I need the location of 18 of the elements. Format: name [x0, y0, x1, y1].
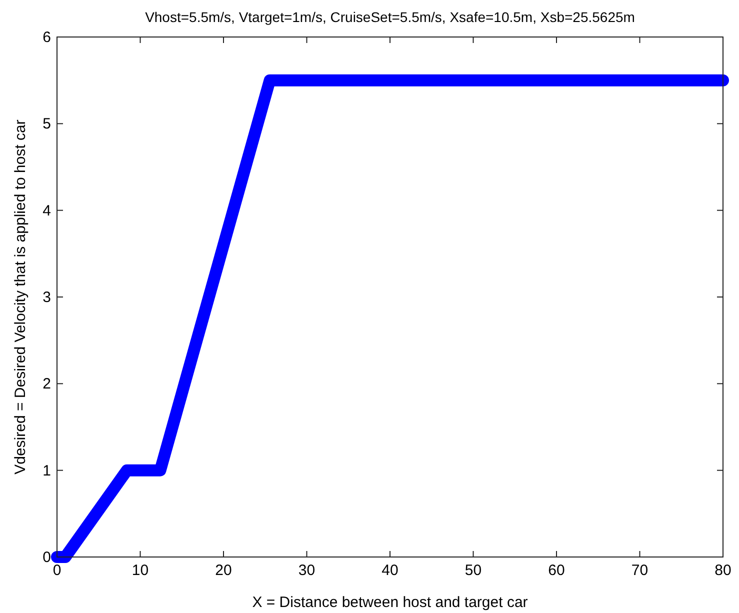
x-tick-label: 50 [464, 562, 482, 579]
x-tick-label: 30 [298, 562, 316, 579]
y-axis-title: Vdesired = Desired Velocity that is applied to host car [12, 120, 29, 474]
x-tick-label: 20 [215, 562, 232, 579]
y-tick-label: 5 [42, 116, 51, 133]
x-tick-label: 70 [631, 562, 648, 579]
x-tick-label: 40 [382, 562, 398, 579]
y-tick-label: 0 [42, 549, 51, 566]
x-axis-title: X = Distance between host and target car [252, 594, 528, 611]
y-tick-label: 1 [42, 462, 51, 480]
y-tick-label: 4 [42, 202, 51, 220]
y-tick-label: 3 [42, 289, 51, 306]
x-tick-label: 60 [548, 562, 565, 579]
x-tick-label: 80 [714, 562, 732, 579]
x-tick-label: 10 [132, 562, 149, 579]
y-tick-label: 6 [42, 29, 51, 46]
chart-title: Vhost=5.5m/s, Vtarget=1m/s, CruiseSet=5.5m/s, Xsafe=10.5m, Xsb=25.5625m [145, 9, 635, 25]
y-tick-label: 2 [42, 376, 51, 393]
